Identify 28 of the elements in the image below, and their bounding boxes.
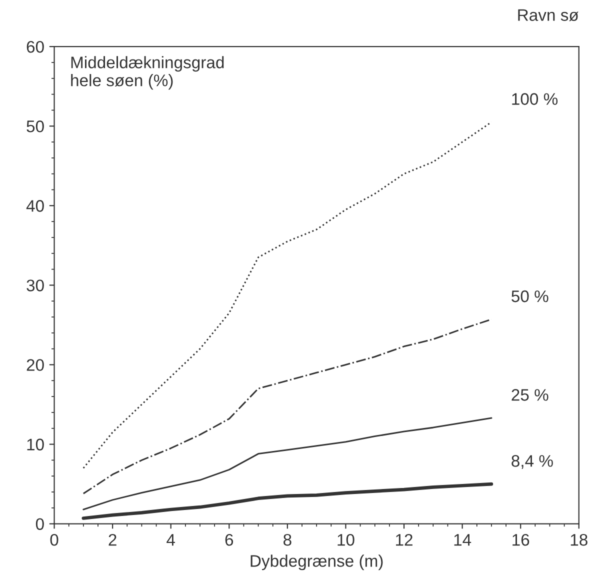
line-series [82,482,494,520]
y-tick-label: 50 [26,120,44,132]
series-label: 25 % [512,389,548,401]
x-axis-title: Dybdegrænse (m) [250,554,383,570]
x-tick-label: 0 [50,534,58,546]
line-series [82,121,492,469]
y-tick-label: 40 [26,200,44,212]
y-tick-label: 10 [27,438,44,450]
x-tick-label: 16 [512,534,530,546]
y-tick-label: 60 [26,40,44,53]
x-tick-label: 12 [396,534,412,546]
y-tick-label: 20 [26,359,44,371]
line-series [82,318,492,494]
y-axis-title: Middeldækningsgrad hele søen (%) [71,56,224,90]
series-label: 8,4 % [512,455,553,469]
y-tick-label: 0 [36,518,44,530]
chart-title: Ravn sø [518,9,578,22]
x-tick-label: 14 [454,534,472,546]
x-tick-label: 18 [570,534,588,546]
series-label: 100 % [512,93,558,105]
x-tick-label: 8 [284,534,292,546]
y-tick-label: 30 [26,280,44,292]
series-label: 50 % [512,290,548,302]
line-series [82,417,492,510]
x-tick-label: 2 [108,534,116,546]
x-tick-label: 4 [166,534,175,546]
x-tick-label: 10 [338,534,354,546]
x-tick-label: 6 [225,534,234,546]
